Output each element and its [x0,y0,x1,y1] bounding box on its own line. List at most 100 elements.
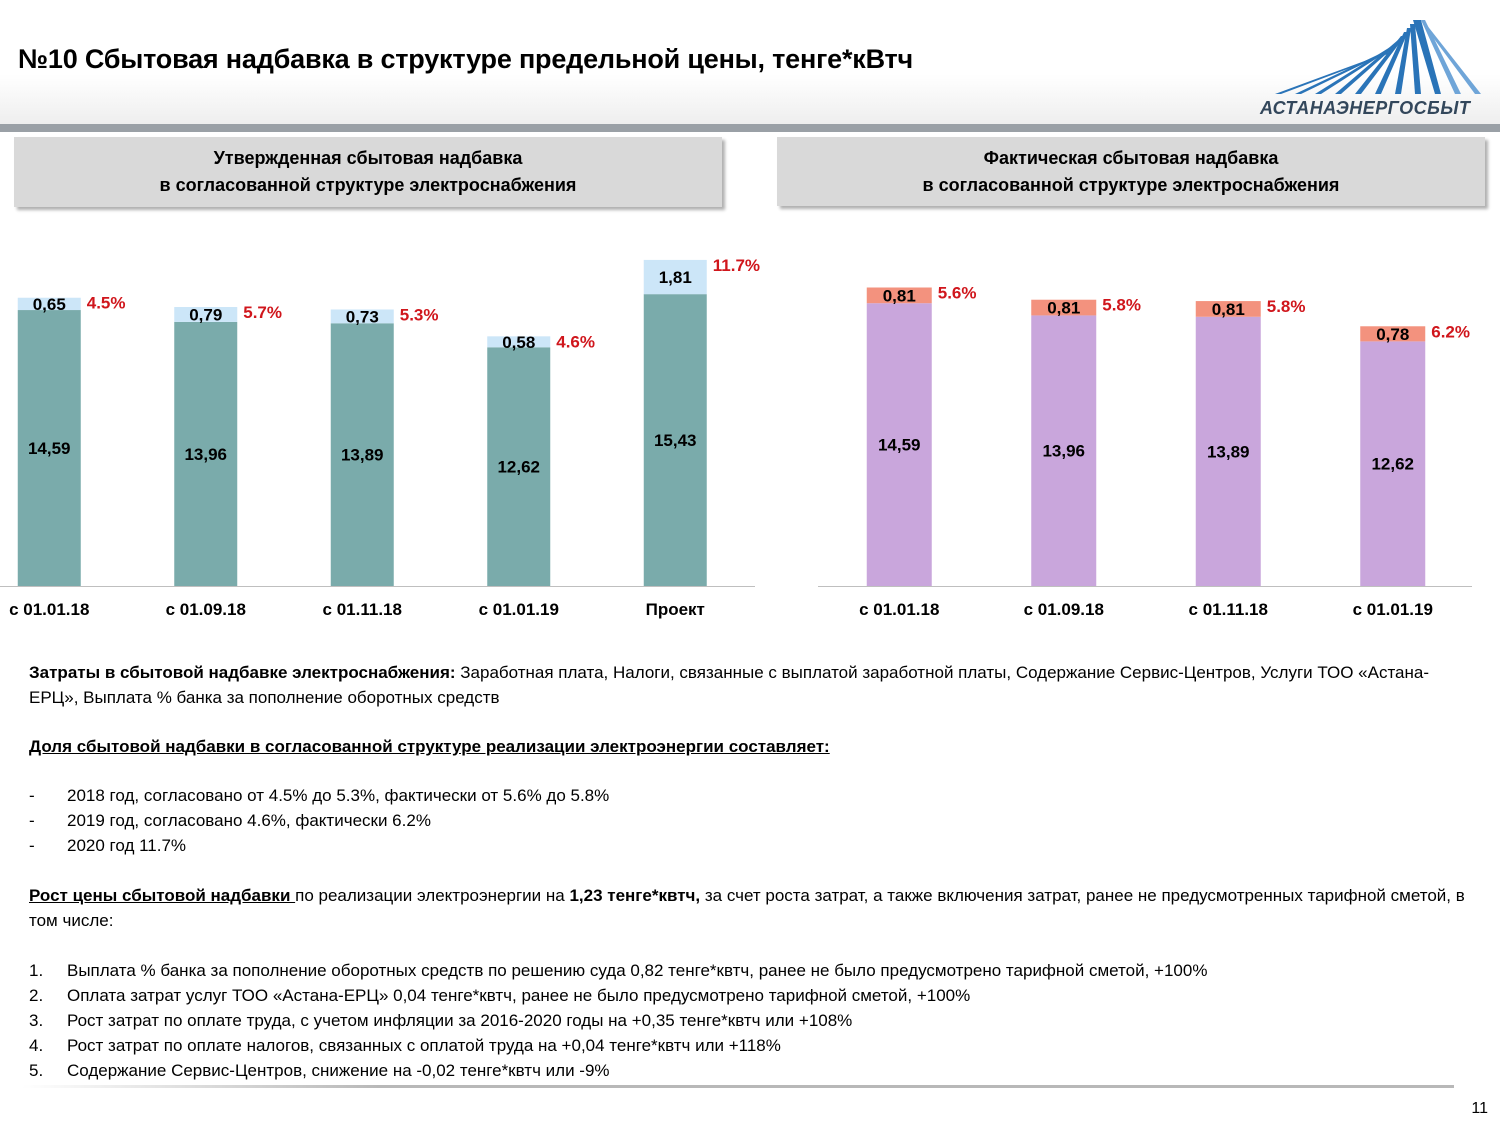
growth-list-item-marker: 2. [29,986,44,1005]
bar-base-segment [1031,315,1097,586]
growth-list-item: 4. Рост затрат по оплате налогов, связанн… [29,1033,1207,1058]
bar-base-label: 14,59 [878,436,921,455]
growth-list-item-marker: 3. [29,1011,44,1030]
bar-base-segment [1360,341,1426,586]
share-list-item: - 2018 год, согласовано от 4.5% до 5.3%, … [29,783,609,808]
growth-list: 1. Выплата % банка за пополнение оборотны… [29,958,1207,1083]
bar-share-label: 11.7% [713,256,760,275]
share-list-item: - 2019 год, согласовано 4.6%, фактически … [29,808,609,833]
page-number: 11 [1471,1100,1488,1117]
growth-text2: за счет роста затрат, а также включения … [29,886,1465,930]
bar-base-segment [643,294,707,586]
growth-paragraph: Рост цены сбытовой надбавки по реализаци… [29,883,1469,933]
bar-share-label: 4.6% [556,332,595,351]
growth-list-item: 2. Оплата затрат услуг ТОО «Астана-ЕРЦ» 0… [29,983,1207,1008]
growth-list-item-marker: 4. [29,1036,44,1055]
company-logo: АСТАНАЭНЕРГОСБЫТ [1255,16,1495,122]
x-tick-label: с 01.11.18 [323,600,402,619]
growth-text1: по реализации электроэнергии на [295,886,570,905]
bar-markup-segment [330,309,394,324]
share-heading: Доля сбытовой надбавки в согласованной с… [29,737,830,756]
bar-markup-label: 0,81 [1212,300,1245,319]
bar-base-label: 12,62 [497,458,540,477]
bar-markup-label: 0,58 [502,333,535,352]
approved-panel-title-line1: Утвержденная сбытовая надбавка [213,148,523,168]
share-list: - 2018 год, согласовано от 4.5% до 5.3%, … [29,783,609,858]
bar-share-label: 5.6% [938,284,977,303]
growth-list-item: 1. Выплата % банка за пополнение оборотны… [29,958,1207,983]
share-list-item-text: 2019 год, согласовано 4.6%, фактически 6… [67,811,431,830]
growth-value: 1,23 тенге*квтч, [569,886,701,905]
share-list-item-marker: - [29,786,35,805]
bar-share-label: 5.8% [1102,296,1141,315]
bar-base-segment [1195,316,1261,586]
x-tick-label: с 01.11.18 [1189,600,1268,619]
bar-markup-segment [1031,299,1097,316]
share-list-item: - 2020 год 11.7% [29,833,609,858]
bar-base-label: 14,59 [28,439,71,458]
bar-markup-segment [1360,326,1426,342]
growth-list-item: 3. Рост затрат по оплате труда, с учетом … [29,1008,1207,1033]
bar-base-segment [487,347,551,586]
x-tick-label: с 01.01.18 [9,600,89,619]
bar-base-segment [17,310,81,586]
bar-base-label: 12,62 [1371,455,1414,474]
costs-label: Затраты в сбытовой надбавке электроснабж… [29,663,456,682]
share-list-item-text: 2020 год 11.7% [67,836,187,855]
bar-markup-label: 0,81 [883,286,916,305]
x-tick-label: с 01.09.18 [1024,600,1104,619]
slide-header: №10 Сбытовая надбавка в структуре предел… [0,0,1500,124]
bar-markup-label: 0,79 [189,305,222,324]
bar-base-label: 15,43 [654,431,697,450]
bar-markup-segment [866,287,932,304]
logo-text: АСТАНАЭНЕРГОСБЫТ [1260,98,1471,118]
actual-markup-chart: 14,59 0,81 5.6% с 01.01.18 13,96 0,81 5.8% с 01… [818,284,1472,619]
x-tick-label: с 01.01.19 [1353,600,1433,619]
growth-list-item-marker: 5. [29,1061,44,1080]
bar-base-segment [866,303,932,586]
bar-markup-label: 0,73 [346,307,379,326]
bar-share-label: 4.5% [87,294,126,313]
bar-base-label: 13,96 [1042,442,1085,461]
actual-panel-title-line2: в согласованной структуре электроснабжен… [922,174,1340,195]
share-list-item-marker: - [29,836,35,855]
bar-markup-label: 0,81 [1047,299,1080,318]
bar-share-label: 6.2% [1431,322,1470,341]
bar-base-segment [174,321,238,586]
actual-panel-title-line1: Фактическая сбытовая надбавка [983,147,1279,168]
x-tick-label: с 01.01.19 [479,600,559,619]
bar-share-label: 5.3% [400,305,439,324]
bar-markup-segment [17,297,81,311]
share-list-item-marker: - [29,811,35,830]
x-tick-label: Проект [646,600,705,619]
bar-share-label: 5.8% [1267,297,1306,316]
logo-mark-icon [1275,20,1481,94]
bar-markup-label: 0,78 [1376,325,1409,344]
growth-list-item-text: Рост затрат по оплате налогов, связанных… [67,1036,781,1055]
approved-panel-title: Утвержденная сбытовая надбавка в согласо… [14,137,722,207]
growth-list-item-text: Рост затрат по оплате труда, с учетом ин… [67,1011,853,1030]
growth-list-item-text: Выплата % банка за пополнение оборотных … [67,961,1208,980]
bar-share-label: 5.7% [243,303,282,322]
bar-base-label: 13,89 [1207,442,1250,461]
share-list-item-text: 2018 год, согласовано от 4.5% до 5.3%, ф… [67,786,610,805]
growth-list-item-marker: 1. [29,961,44,980]
bar-markup-segment [174,307,238,322]
footer-divider [22,1085,1454,1088]
bar-base-label: 13,89 [341,446,384,465]
growth-list-item-text: Оплата затрат услуг ТОО «Астана-ЕРЦ» 0,0… [67,986,971,1005]
bar-base-label: 13,96 [184,445,227,464]
bar-markup-segment [487,336,551,348]
costs-text: Заработная плата, Налоги, связанные с вы… [29,663,1429,707]
bar-markup-label: 1,81 [659,268,692,287]
bar-markup-segment [643,259,707,295]
bar-base-segment [330,323,394,586]
x-tick-label: с 01.09.18 [166,600,246,619]
x-tick-label: с 01.01.18 [859,600,939,619]
growth-list-item: 5. Содержание Сервис-Центров, снижение на… [29,1058,1207,1083]
bar-markup-segment [1195,301,1261,317]
growth-list-item-text: Содержание Сервис-Центров, снижение на -… [67,1061,610,1080]
approved-markup-chart: 14,59 0,65 4.5% с 01.01.18 13,96 0,79 5.7% с 01… [0,256,760,619]
growth-heading: Рост цены сбытовой надбавки [29,886,296,905]
header-divider [0,124,1500,132]
